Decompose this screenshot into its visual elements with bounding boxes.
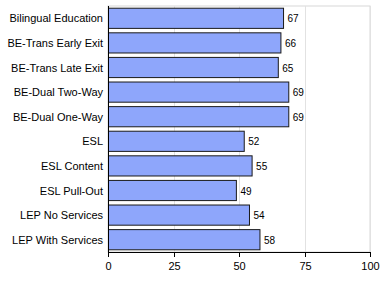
bar xyxy=(108,33,281,53)
data-label: 66 xyxy=(285,38,297,49)
data-label: 55 xyxy=(256,161,268,172)
bar xyxy=(108,131,244,151)
bar xyxy=(108,8,284,28)
tick-mark xyxy=(305,252,306,257)
data-label: 54 xyxy=(253,210,265,221)
tick-mark xyxy=(174,252,175,257)
plot-area xyxy=(108,6,370,252)
data-label: 49 xyxy=(240,186,252,197)
data-label: 69 xyxy=(293,112,305,123)
category-label: ESL Content xyxy=(41,160,103,172)
data-label: 58 xyxy=(264,235,276,246)
category-label: ESL Pull-Out xyxy=(40,185,103,197)
bar xyxy=(108,205,249,225)
tick-mark xyxy=(239,252,240,257)
bar xyxy=(108,82,289,102)
bar xyxy=(108,230,260,250)
grid-line xyxy=(108,6,109,252)
data-label: 67 xyxy=(288,13,300,24)
tick-label: 100 xyxy=(361,260,379,272)
bar xyxy=(108,57,278,77)
category-label: Bilingual Education xyxy=(9,12,103,24)
data-label: 52 xyxy=(248,136,260,147)
bar xyxy=(108,180,236,200)
tick-label: 50 xyxy=(233,260,245,272)
category-label: ESL xyxy=(82,135,103,147)
category-label: BE-Dual Two-Way xyxy=(14,86,104,98)
category-label: BE-Trans Early Exit xyxy=(7,37,103,49)
category-label: LEP With Services xyxy=(12,234,103,246)
category-label: LEP No Services xyxy=(20,209,103,221)
tick-mark xyxy=(108,252,109,257)
chart: Bilingual Education 67 BE-Trans Early Exit… xyxy=(0,0,384,288)
grid-line xyxy=(305,6,306,252)
bars xyxy=(108,8,289,250)
category-label: BE-Trans Late Exit xyxy=(11,62,103,74)
bar xyxy=(108,107,289,127)
bar xyxy=(108,156,252,176)
data-label: 65 xyxy=(282,63,294,74)
y-axis xyxy=(108,6,109,252)
category-label: BE-Dual One-Way xyxy=(13,111,104,123)
tick-label: 0 xyxy=(105,260,111,272)
tick-mark xyxy=(370,252,371,257)
data-label: 69 xyxy=(293,87,305,98)
grid-line xyxy=(370,6,371,252)
tick-label: 25 xyxy=(168,260,180,272)
tick-label: 75 xyxy=(299,260,311,272)
